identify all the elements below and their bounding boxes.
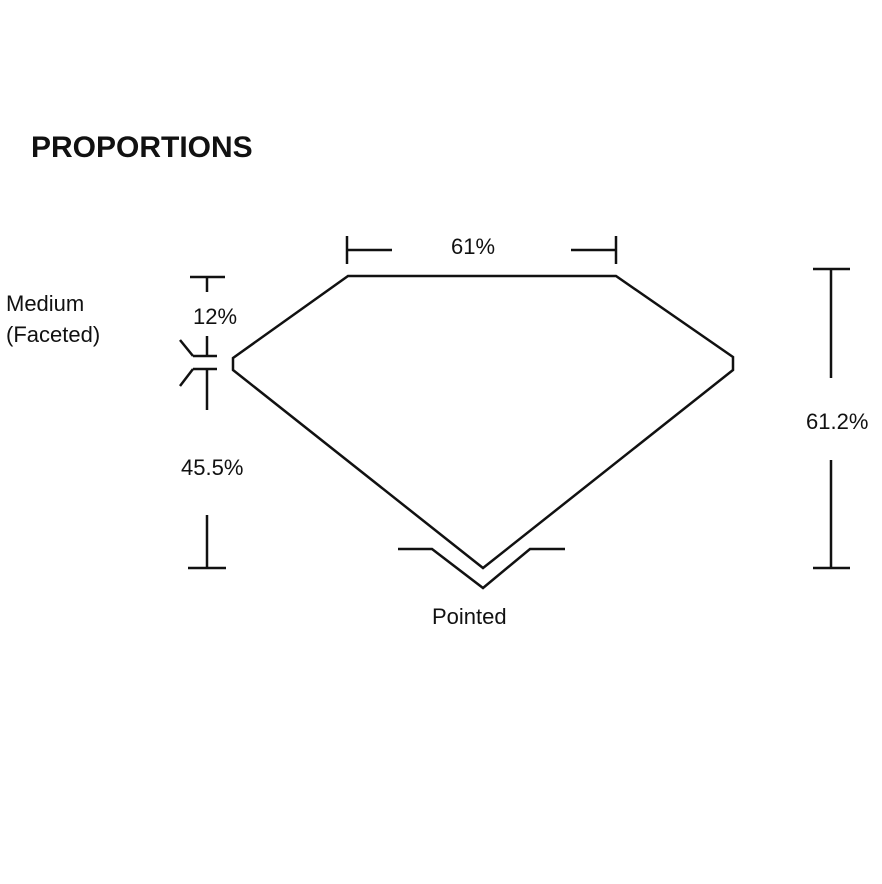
diamond-outline [231,274,735,570]
depth-dimension [813,267,850,570]
depth-percent-label: 61.2% [806,409,869,434]
girdle-label-line2: (Faceted) [6,322,101,347]
crown-dimension [179,275,225,358]
pavilion-dimension [179,367,226,570]
pavilion-percent-label: 45.5% [181,455,244,480]
table-dimension [345,236,618,264]
girdle-label-line1: Medium [6,291,85,316]
culet-marker [398,547,565,590]
page-title: PROPORTIONS [31,131,253,164]
crown-percent-label: 12% [193,304,238,329]
culet-label: Pointed [432,604,507,629]
table-percent-label: 61% [451,234,496,259]
